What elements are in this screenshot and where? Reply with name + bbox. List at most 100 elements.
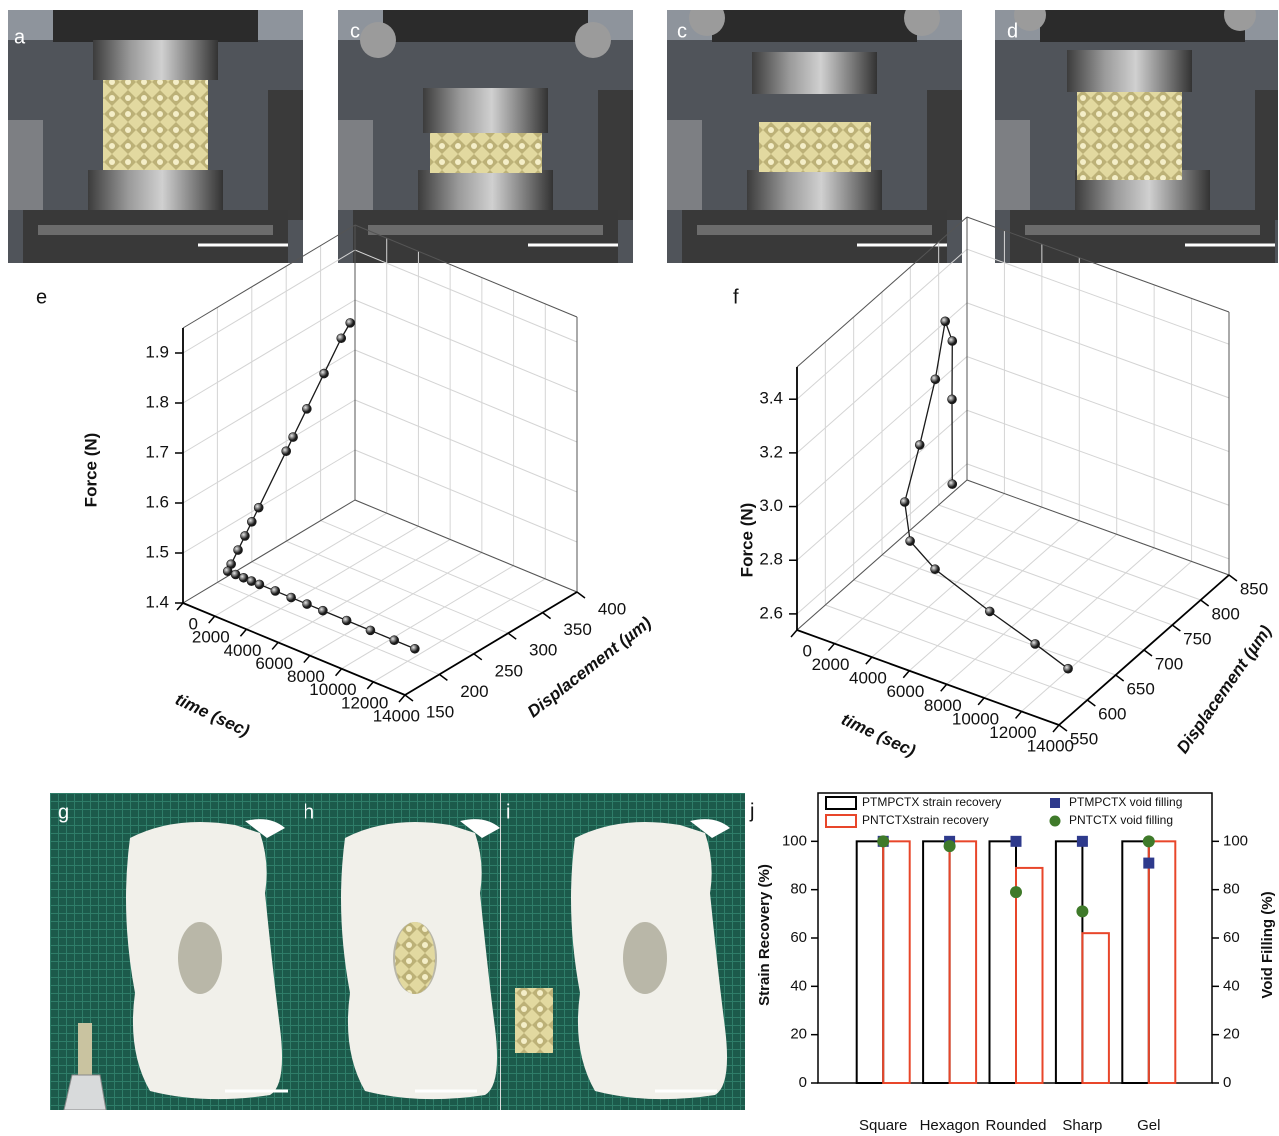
photo: i [500, 793, 745, 1110]
tick-mark [790, 629, 798, 638]
x-tick-label: Gel [1137, 1117, 1160, 1134]
marker [1076, 835, 1088, 847]
y-tick-label: 350 [563, 620, 591, 639]
y-tick-label: 400 [598, 599, 626, 618]
data-point [288, 432, 298, 442]
grid-line [354, 249, 578, 343]
grid-line [796, 409, 968, 561]
bar [1054, 840, 1084, 1084]
photo-shape [1067, 50, 1192, 92]
tick-mark [1086, 699, 1096, 707]
data-point [254, 579, 265, 590]
x-tick-label: 2000 [192, 628, 230, 647]
data-point [914, 440, 925, 450]
grid-line [246, 525, 419, 630]
y-tick-label: 700 [1155, 654, 1183, 673]
grid-line [825, 604, 1088, 701]
bar [922, 840, 951, 1084]
y2-tick-label: 100 [1223, 832, 1248, 849]
tick-mark [398, 694, 406, 703]
x-tick-label: 10000 [952, 709, 999, 728]
data-point [947, 336, 958, 346]
data-point [947, 479, 958, 489]
grid-line [796, 248, 968, 400]
grid-line [354, 299, 578, 393]
x-tick-label: 12000 [989, 723, 1036, 742]
y-tick-label: 0 [799, 1074, 807, 1091]
box-edge [796, 216, 968, 368]
y2-tick-label: 20 [1223, 1026, 1240, 1043]
data-point [319, 368, 329, 379]
data-point [270, 586, 281, 596]
grid-line [966, 409, 1230, 506]
tick-mark [473, 653, 483, 661]
data-point [281, 446, 292, 457]
photo: h [305, 793, 500, 1110]
y-tick-label: 550 [1070, 729, 1098, 748]
box-edge [966, 216, 1230, 313]
z-tick-label: 2.8 [759, 550, 783, 569]
photo-shape [1224, 10, 1256, 31]
photo-shape [1077, 92, 1182, 180]
grid-line [354, 449, 578, 543]
z-tick-label: 1.6 [145, 492, 169, 511]
data-point [947, 394, 957, 405]
y-tick-label: 850 [1240, 579, 1268, 598]
grid-line [938, 504, 1201, 601]
marker [1010, 835, 1022, 847]
photo: c [667, 10, 962, 263]
x-tick-label: 0 [189, 614, 198, 633]
tick-mark [940, 683, 948, 692]
bar [855, 840, 885, 1084]
y-tick-label: 650 [1126, 679, 1154, 698]
y-tick-label: 100 [782, 832, 807, 849]
x-tick-label: 14000 [1027, 736, 1074, 755]
grid-line [966, 248, 1230, 345]
grid-line [277, 538, 451, 643]
marker [1143, 857, 1155, 869]
tick-mark [404, 694, 414, 702]
tick-mark [977, 697, 985, 706]
grid-line [341, 565, 514, 670]
data-point [410, 643, 420, 654]
grid-line [251, 561, 474, 655]
data-point [389, 635, 400, 646]
data-point [286, 592, 296, 603]
y-tick-label: 250 [495, 661, 523, 680]
bar [1121, 840, 1150, 1084]
x-tick-label: 6000 [255, 654, 293, 673]
photo-shape [126, 819, 285, 1100]
marker [943, 840, 956, 853]
panel-label: j [749, 800, 754, 822]
grid-line [309, 552, 483, 657]
bar [988, 840, 1017, 1084]
tick-mark [176, 602, 184, 611]
photo-shape [360, 22, 396, 58]
photo: d [995, 10, 1278, 263]
tick-mark [1015, 710, 1023, 719]
y-tick-label: 80 [790, 881, 807, 898]
tick-mark [1058, 724, 1068, 732]
box-edge [182, 224, 356, 329]
marker [1076, 905, 1089, 918]
data-point [930, 564, 940, 575]
y-tick-label: 150 [426, 702, 454, 721]
x-axis-title: time (sec) [838, 710, 918, 761]
legend-label: PNTCTXstrain recovery [862, 813, 989, 827]
data-point [1030, 639, 1040, 649]
z-tick-label: 3.4 [759, 389, 783, 408]
data-point [233, 545, 243, 555]
y-tick-label: 300 [529, 641, 557, 660]
z-tick-label: 1.9 [145, 342, 169, 361]
z-tick-label: 1.7 [145, 442, 169, 461]
bar [1147, 840, 1177, 1084]
y-axis [404, 591, 578, 696]
grid-line [796, 463, 968, 615]
grid-line [217, 581, 440, 675]
grid-line [214, 512, 387, 617]
panel-label: c [677, 20, 687, 42]
y2-axis-title: Void Filling (%) [1259, 891, 1276, 998]
data-point [253, 502, 264, 513]
y-tick-label: 40 [790, 977, 807, 994]
